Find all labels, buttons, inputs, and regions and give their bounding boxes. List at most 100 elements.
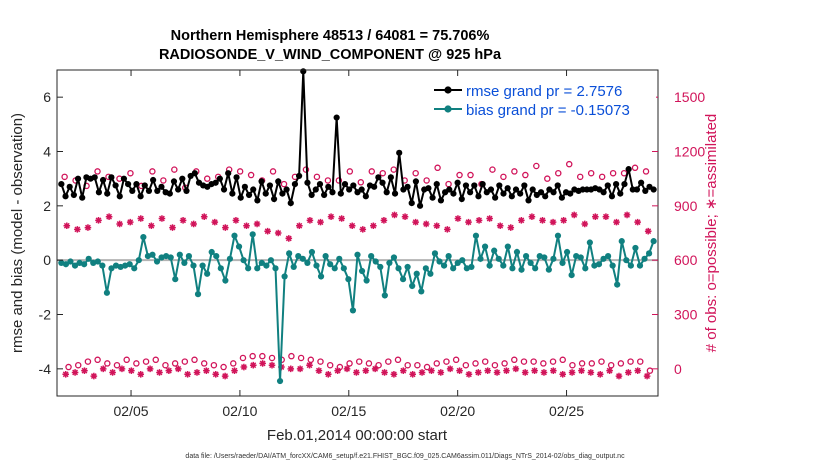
obs-possible-marker <box>627 358 634 365</box>
bias-point <box>495 255 502 262</box>
obs-possible-marker <box>152 356 160 364</box>
rmse-point <box>279 190 286 197</box>
rmse-point <box>350 182 357 189</box>
obs-assimilated-marker <box>200 213 208 220</box>
rmse-point <box>237 194 244 201</box>
obs-possible-marker <box>61 173 68 181</box>
rmse-point <box>262 190 269 197</box>
legend-rmse-marker <box>444 86 452 94</box>
bias-point <box>172 276 179 283</box>
bias-point <box>645 250 653 257</box>
obs-assimilated-marker <box>560 217 567 224</box>
obs-assimilated-marker <box>268 361 276 369</box>
rmse-point <box>329 189 336 196</box>
rmse-point <box>179 175 186 182</box>
left-tick-label: -2 <box>39 307 52 323</box>
obs-assimilated-marker <box>118 365 126 373</box>
obs-assimilated-marker <box>179 217 187 224</box>
bias-point <box>85 255 92 262</box>
rmse-point <box>191 170 198 177</box>
obs-assimilated-marker <box>169 224 176 231</box>
bias-point <box>363 277 370 284</box>
obs-assimilated-marker <box>493 369 501 376</box>
obs-possible-marker <box>346 360 353 367</box>
obs-assimilated-marker <box>412 218 419 226</box>
obs-assimilated-marker <box>475 217 483 224</box>
rmse-point <box>454 179 461 186</box>
bias-point <box>194 291 202 298</box>
bias-point <box>513 248 521 256</box>
bias-point <box>317 273 325 280</box>
rmse-point <box>91 174 98 181</box>
bias-point <box>577 254 584 261</box>
rmse-point <box>66 183 73 190</box>
obs-assimilated-marker <box>203 367 210 374</box>
bias-point <box>500 262 507 269</box>
obs-possible-marker <box>433 360 441 367</box>
bias-point <box>582 265 589 272</box>
bias-point <box>641 255 648 262</box>
rmse-series <box>58 68 657 209</box>
obs-possible-marker <box>555 169 562 177</box>
bias-point <box>62 261 70 268</box>
obs-possible-marker <box>324 177 332 184</box>
bias-point <box>281 273 288 280</box>
obs-possible-marker <box>74 361 82 369</box>
rmse-point <box>471 182 478 189</box>
obs-possible-marker <box>104 360 111 367</box>
obs-assimilated-marker <box>81 367 88 374</box>
rmse-point <box>558 194 565 201</box>
bias-point <box>518 266 525 273</box>
bias-point <box>431 250 439 257</box>
rmse-point <box>633 186 641 193</box>
bias-point <box>131 265 138 272</box>
rmse-point <box>108 174 115 181</box>
bias-point <box>276 377 284 385</box>
rmse-point <box>387 174 394 181</box>
obs-assimilated-marker <box>486 215 493 222</box>
rmse-point <box>74 175 82 182</box>
obs-possible-marker <box>533 162 540 170</box>
rmse-point <box>291 181 299 188</box>
obs-possible-marker <box>307 356 315 364</box>
obs-assimilated-marker <box>496 222 504 230</box>
bias-point <box>67 258 74 265</box>
x-axis-ticks: 02/05 02/10 02/15 02/20 02/25 <box>114 70 584 419</box>
rmse-point <box>529 186 536 193</box>
rmse-point <box>62 193 69 200</box>
bias-point <box>258 259 265 266</box>
rmse-point <box>383 189 390 196</box>
left-tick-label: 4 <box>43 144 51 160</box>
obs-assimilated-marker <box>592 213 599 220</box>
obs-possible-marker <box>617 360 625 367</box>
left-tick-label: 0 <box>43 252 51 268</box>
obs-assimilated-marker <box>370 222 377 230</box>
rmse-point <box>154 187 161 194</box>
obs-assimilated-marker <box>128 367 135 374</box>
rmse-point <box>175 186 182 193</box>
obs-possible-marker <box>520 358 528 365</box>
legend: rmse grand pr = 2.7576 bias grand pr = -… <box>428 79 656 121</box>
rmse-point <box>379 179 386 186</box>
obs-assimilated-marker <box>231 367 238 374</box>
obs-assimilated-marker <box>249 361 257 369</box>
obs-possible-marker <box>456 171 463 179</box>
rmse-point <box>58 181 65 188</box>
rmse-point <box>312 186 319 193</box>
obs-assimilated-marker <box>222 224 229 231</box>
rmse-point <box>150 176 157 184</box>
bias-point <box>545 266 552 273</box>
obs-possible-marker <box>404 361 411 369</box>
obs-possible-marker <box>587 169 595 177</box>
obs-possible-marker <box>501 360 508 367</box>
legend-box <box>428 79 656 121</box>
obs-possible-marker <box>412 169 419 177</box>
legend-rmse-label: rmse grand pr = 2.7576 <box>466 83 622 100</box>
obs-possible-marker <box>239 354 247 362</box>
bias-point <box>436 258 443 265</box>
rmse-point <box>296 172 303 180</box>
obs-assimilated-marker <box>287 365 295 373</box>
rmse-point <box>225 170 232 177</box>
x-tick-label: 02/20 <box>440 403 475 419</box>
bias-point <box>240 257 247 264</box>
